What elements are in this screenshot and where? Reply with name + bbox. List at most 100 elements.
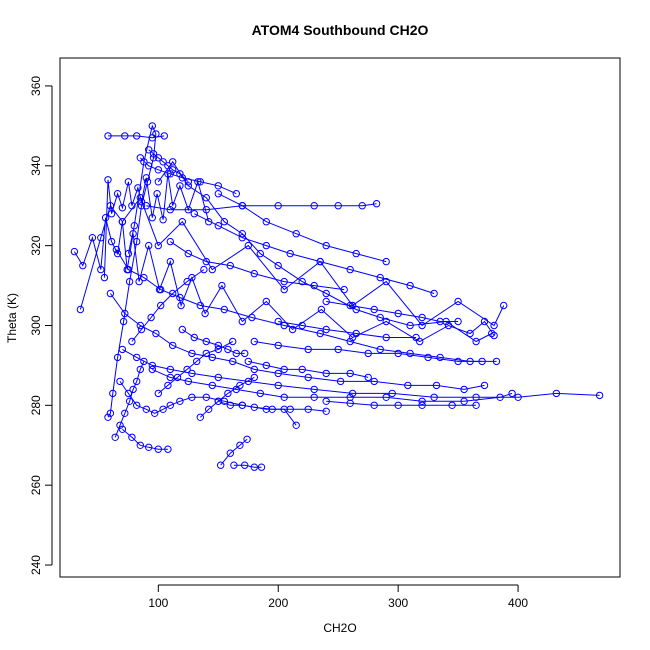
data-point: [316, 257, 324, 266]
plot-frame: [59, 57, 621, 578]
data-point: [460, 397, 468, 405]
data-point: [208, 353, 217, 362]
data-point: [106, 409, 115, 417]
x-tick-label: 200: [268, 596, 288, 610]
data-point: [322, 369, 330, 378]
data-point: [316, 329, 324, 338]
data-point: [292, 421, 300, 429]
data-point: [274, 381, 282, 390]
data-point: [250, 403, 259, 411]
data-point: [169, 341, 177, 350]
data-point: [336, 377, 345, 386]
data-point: [135, 277, 143, 286]
data-point: [159, 405, 167, 413]
x-tick-label: 300: [388, 596, 408, 610]
data-point: [145, 241, 153, 250]
data-point: [145, 162, 153, 170]
data-point: [466, 329, 474, 338]
data-point: [238, 317, 247, 326]
data-point: [97, 265, 105, 274]
data-point: [164, 445, 172, 453]
data-point: [128, 202, 136, 210]
data-point: [134, 184, 142, 192]
data-point: [218, 281, 226, 290]
data-point: [552, 389, 561, 398]
data-point: [226, 401, 235, 409]
data-point: [196, 413, 205, 421]
data-point: [236, 381, 244, 390]
data-point: [488, 329, 496, 338]
data-point: [113, 190, 122, 198]
data-point: [340, 285, 348, 294]
data-point: [304, 345, 312, 354]
y-tick-label: 300: [29, 315, 43, 335]
data-point: [352, 329, 360, 338]
series-line-26: [218, 193, 387, 263]
y-tick-label: 360: [29, 76, 43, 96]
series-line-15: [220, 438, 248, 466]
data-point: [244, 241, 253, 250]
data-point: [238, 230, 247, 238]
data-point: [346, 337, 354, 346]
data-point: [188, 349, 196, 358]
data-point: [214, 341, 223, 350]
data-point: [145, 146, 153, 154]
series-line-27: [139, 157, 237, 195]
data-point: [183, 365, 191, 374]
data-point: [280, 393, 288, 401]
data-point: [256, 249, 264, 258]
x-axis: 100 200 300 400: [148, 584, 528, 610]
data-point: [166, 257, 175, 266]
data-point: [202, 337, 211, 346]
data-point: [169, 202, 177, 210]
data-point: [166, 365, 175, 374]
data-point: [104, 132, 112, 140]
data-point: [70, 247, 79, 256]
data-point: [241, 349, 249, 358]
data-point: [406, 281, 414, 290]
data-point: [202, 349, 211, 358]
data-point: [310, 393, 318, 401]
y-tick-label: 340: [29, 155, 43, 175]
series-line-5: [107, 124, 157, 418]
data-point: [280, 365, 288, 374]
y-tick-label: 320: [29, 235, 43, 255]
data-point: [121, 132, 129, 140]
data-point: [130, 222, 139, 230]
data-point: [310, 202, 318, 210]
data-point: [406, 349, 414, 358]
data-point: [136, 154, 145, 162]
data-point: [286, 405, 294, 413]
data-point: [118, 425, 127, 433]
data-point: [412, 333, 420, 342]
data-point: [143, 178, 152, 186]
data-point: [346, 265, 354, 274]
data-point: [184, 182, 193, 190]
data-point: [508, 389, 516, 398]
data-point: [406, 321, 414, 330]
data-point: [274, 369, 282, 378]
data-point: [298, 277, 306, 286]
series-line-2: [79, 196, 505, 327]
data-point: [184, 377, 193, 386]
data-point: [125, 397, 134, 405]
data-point: [202, 194, 211, 202]
data-point: [116, 421, 124, 429]
data-point: [137, 325, 146, 334]
data-point: [157, 285, 165, 294]
data-point: [430, 289, 438, 298]
series-line-24: [170, 241, 345, 291]
data-point: [382, 317, 390, 326]
data-point: [201, 309, 209, 318]
data-point: [334, 202, 342, 210]
series-line-19: [182, 329, 245, 354]
data-point: [348, 389, 357, 398]
data-point: [173, 373, 182, 382]
data-point: [136, 321, 145, 330]
data-point: [424, 353, 432, 362]
series-line-6: [157, 160, 492, 343]
data-point: [262, 297, 270, 306]
data-point: [100, 273, 109, 282]
data-point: [111, 433, 119, 441]
data-point: [149, 150, 158, 158]
